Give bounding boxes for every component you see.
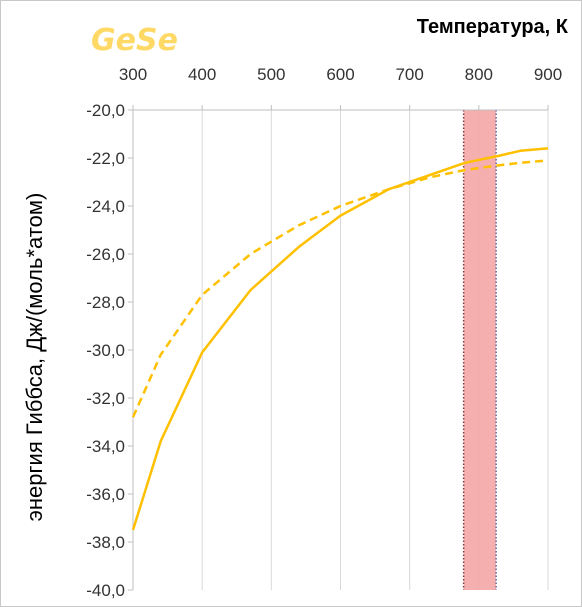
highlight-band [463, 110, 497, 590]
y-tick-label: -34,0 [86, 437, 125, 456]
x-tick-label: 300 [119, 65, 147, 84]
x-axis-title: Температура, К [417, 16, 569, 38]
series-line-dashed [131, 159, 549, 418]
highlight-band-layer [462, 110, 497, 590]
y-tick-label: -30,0 [86, 341, 125, 360]
y-tick-label: -20,0 [86, 101, 125, 120]
y-tick-label: -22,0 [86, 149, 125, 168]
y-tick-label: -40,0 [86, 581, 125, 600]
y-tick-label: -26,0 [86, 245, 125, 264]
x-tick-label: 700 [395, 65, 423, 84]
x-tick-label: 600 [326, 65, 354, 84]
y-tick-label: -38,0 [86, 533, 125, 552]
y-tick-label: -24,0 [86, 197, 125, 216]
series-line-solid [131, 147, 549, 531]
axis-layer [128, 105, 549, 591]
x-tick-label: 400 [188, 65, 216, 84]
y-axis-title: энергия Гиббса, Дж/(моль*атом) [22, 193, 47, 522]
chart-annotation: GeSe [91, 23, 178, 58]
y-tick-label: -32,0 [86, 389, 125, 408]
x-tick-label: 800 [465, 65, 493, 84]
x-tick-label: 900 [534, 65, 562, 84]
series-layer [131, 147, 549, 531]
y-tick-label: -36,0 [86, 485, 125, 504]
x-tick-label: 500 [257, 65, 285, 84]
label-layer: 300 400 500 600 700 800 900 -20,0 -22,0 -24,0 -26,… [86, 65, 562, 600]
y-tick-label: -28,0 [86, 293, 125, 312]
